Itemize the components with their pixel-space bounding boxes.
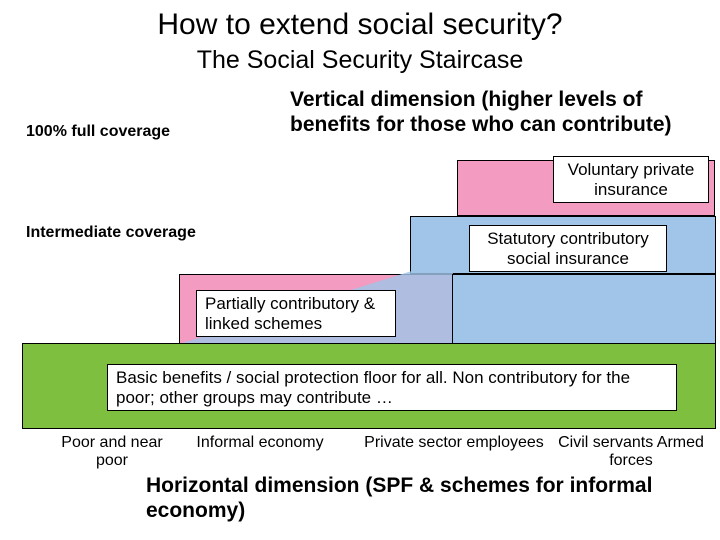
x-axis-groups: Poor and near poor Informal economy Priv…	[48, 434, 716, 471]
coverage-label-intermediate: Intermediate coverage	[26, 223, 196, 242]
tier-bottom-label: Basic benefits / social protection floor…	[107, 364, 677, 411]
horizontal-dimension-label: Horizontal dimension (SPF & schemes for …	[146, 474, 720, 524]
tier-mid-blue-block	[452, 274, 716, 344]
tier-mid-right-label: Statutory contributory social insurance	[469, 225, 667, 272]
tier-top-label: Voluntary private insurance	[553, 156, 709, 203]
x-group-private: Private sector employees	[364, 434, 544, 471]
x-group-civil: Civil servants Armed forces	[556, 434, 706, 471]
tier-mid-left-label: Partially contributory & linked schemes	[196, 290, 396, 337]
page-title: How to extend social security?	[0, 0, 720, 42]
x-group-poor: Poor and near poor	[48, 434, 176, 471]
coverage-label-full: 100% full coverage	[26, 122, 170, 141]
page-subtitle: The Social Security Staircase	[0, 42, 720, 75]
x-group-informal: Informal economy	[180, 434, 340, 471]
vertical-dimension-label: Vertical dimension (higher levels of ben…	[290, 88, 720, 138]
